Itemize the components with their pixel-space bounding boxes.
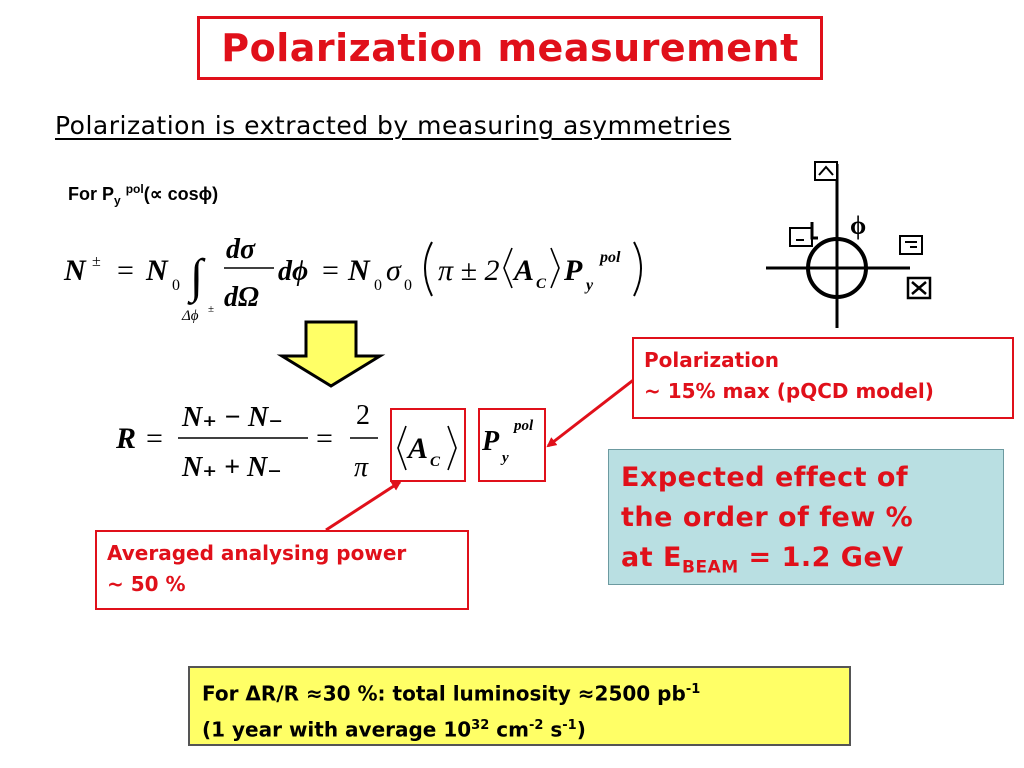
eq2-py: P y pol <box>481 418 534 466</box>
eq1-frac-num: dσ <box>226 234 256 265</box>
eq2-den2: π <box>354 452 369 483</box>
up-chevron-icon <box>818 165 834 176</box>
eq1-ac-sub: C <box>536 276 547 292</box>
arrow-to-py <box>546 376 637 448</box>
eq2-ac-letter: A <box>406 432 428 465</box>
eq2-ac: A C <box>397 425 457 471</box>
eq1-dphi: dϕ <box>278 256 308 287</box>
subtitle: Polarization is extracted by measuring a… <box>55 111 732 140</box>
for-py-prefix: For P <box>68 184 115 204</box>
effect-line1: Expected effect of <box>621 462 909 493</box>
polarization-callout-line2: ~ 15% max (pQCD model) <box>644 379 934 403</box>
lumi-line2-a: (1 year with average 10 <box>202 717 472 742</box>
eq1-rangle <box>550 247 560 289</box>
eq1-rhs-sigma: σ <box>386 254 402 287</box>
eq1-rhs-n: N <box>347 254 371 287</box>
for-py-sup: pol <box>125 182 144 196</box>
eq1-ac: A <box>512 254 534 287</box>
lumi-line2: (1 year with average 1032 cm-2 s-1) <box>202 710 837 746</box>
polarization-callout: Polarization ~ 15% max (pQCD model) <box>632 337 1014 419</box>
eq2-equals-2: = <box>316 422 333 455</box>
eq1-limit: Δϕ <box>181 308 199 324</box>
eq2-lhs: R <box>115 422 136 455</box>
eq1-limit-sup: ± <box>208 303 214 315</box>
effect-line3-prefix: at E <box>621 542 682 573</box>
phi-label: ϕ <box>850 211 866 240</box>
effect-line3-sub: BEAM <box>681 557 739 578</box>
eq1-frac-den: dΩ <box>224 282 259 313</box>
eq1-p-sub: y <box>584 277 594 294</box>
eq1-rhs-n-sub: 0 <box>374 277 382 294</box>
lumi-line2-c: s <box>543 717 563 742</box>
eq2-langle <box>397 425 407 471</box>
effect-line3-suffix: = 1.2 GeV <box>738 542 904 573</box>
eq1-lhs: N <box>63 254 87 287</box>
right-lines-icon <box>905 241 917 248</box>
py-frame <box>478 408 546 482</box>
expected-effect-box: Expected effect of the order of few % at… <box>608 449 1004 585</box>
eq1-lhs-sup: ± <box>92 253 101 270</box>
eq1-n0: N <box>145 254 169 287</box>
equation-2: R = N₊ − N₋ N₊ + N₋ = 2 π <box>115 400 378 483</box>
right-arrow-box-icon <box>899 235 923 255</box>
analysing-power-line1: Averaged analysing power <box>107 541 407 565</box>
title-box: Polarization measurement <box>197 16 823 80</box>
arrow-to-ac <box>325 480 402 532</box>
analysing-power-line2: ~ 50 % <box>107 572 186 596</box>
left-hook-icon <box>810 222 818 240</box>
lumi-line2-sup2: -2 <box>528 717 544 733</box>
eq2-p-sup: pol <box>512 418 534 434</box>
eq2-num2: 2 <box>356 400 370 431</box>
eq2-rangle <box>447 425 457 471</box>
lumi-line1-sup: -1 <box>685 682 701 697</box>
ac-frame <box>390 408 466 482</box>
eq1-lparen <box>424 241 433 297</box>
lumi-line2-d: ) <box>576 717 586 742</box>
equation-1: N ± = N 0 ∫ Δϕ ± dσ dΩ dϕ = N 0 σ 0 π ± … <box>63 234 642 324</box>
beam-circle <box>806 237 868 299</box>
eq1-equals: = <box>117 254 134 287</box>
for-py-label: For Py pol(∝ cosϕ) <box>68 182 218 208</box>
eq1-p: P <box>563 254 583 287</box>
eq1-p-sup: pol <box>598 249 621 266</box>
lumi-line1-text: For ΔR/R ≈30 %: total luminosity ≈2500 p… <box>202 681 686 706</box>
lumi-line2-b: cm <box>489 717 529 742</box>
up-arrow-box-icon <box>814 161 838 181</box>
eq1-pi-pm: π ± 2 <box>438 254 500 287</box>
coordinate-diagram: ϕ <box>766 161 932 328</box>
lumi-line1: For ΔR/R ≈30 %: total luminosity ≈2500 p… <box>202 674 837 710</box>
eq1-equals-2: = <box>322 254 339 287</box>
page-title: Polarization measurement <box>221 26 799 70</box>
eq1-langle <box>503 247 513 289</box>
cross-icon <box>911 281 927 295</box>
eq2-equals: = <box>146 422 163 455</box>
eq1-integral: ∫ <box>187 250 206 305</box>
eq1-n0-sub: 0 <box>172 277 180 294</box>
effect-line3: at EBEAM = 1.2 GeV <box>621 538 991 587</box>
left-arrow-box-icon <box>789 227 813 247</box>
lumi-line2-sup3: -1 <box>562 717 577 733</box>
eq2-p: P <box>481 426 500 457</box>
analysing-power-callout: Averaged analysing power ~ 50 % <box>95 530 469 610</box>
for-py-suffix: (∝ cosϕ) <box>143 184 219 204</box>
eq1-rhs-sigma-sub: 0 <box>404 277 412 294</box>
eq2-den: N₊ + N₋ <box>181 452 282 483</box>
lumi-line2-sup1: 32 <box>471 717 490 733</box>
polarization-callout-line1: Polarization <box>644 348 779 372</box>
eq1-rparen <box>633 241 642 297</box>
eq2-num: N₊ − N₋ <box>181 402 283 433</box>
luminosity-box: For ΔR/R ≈30 %: total luminosity ≈2500 p… <box>188 666 851 746</box>
eq2-p-sub: y <box>500 450 509 466</box>
effect-line2: the order of few % <box>621 502 914 533</box>
for-py-sub: y <box>114 193 121 208</box>
eq2-ac-sub: C <box>430 454 441 470</box>
down-arrow-icon <box>276 320 386 388</box>
